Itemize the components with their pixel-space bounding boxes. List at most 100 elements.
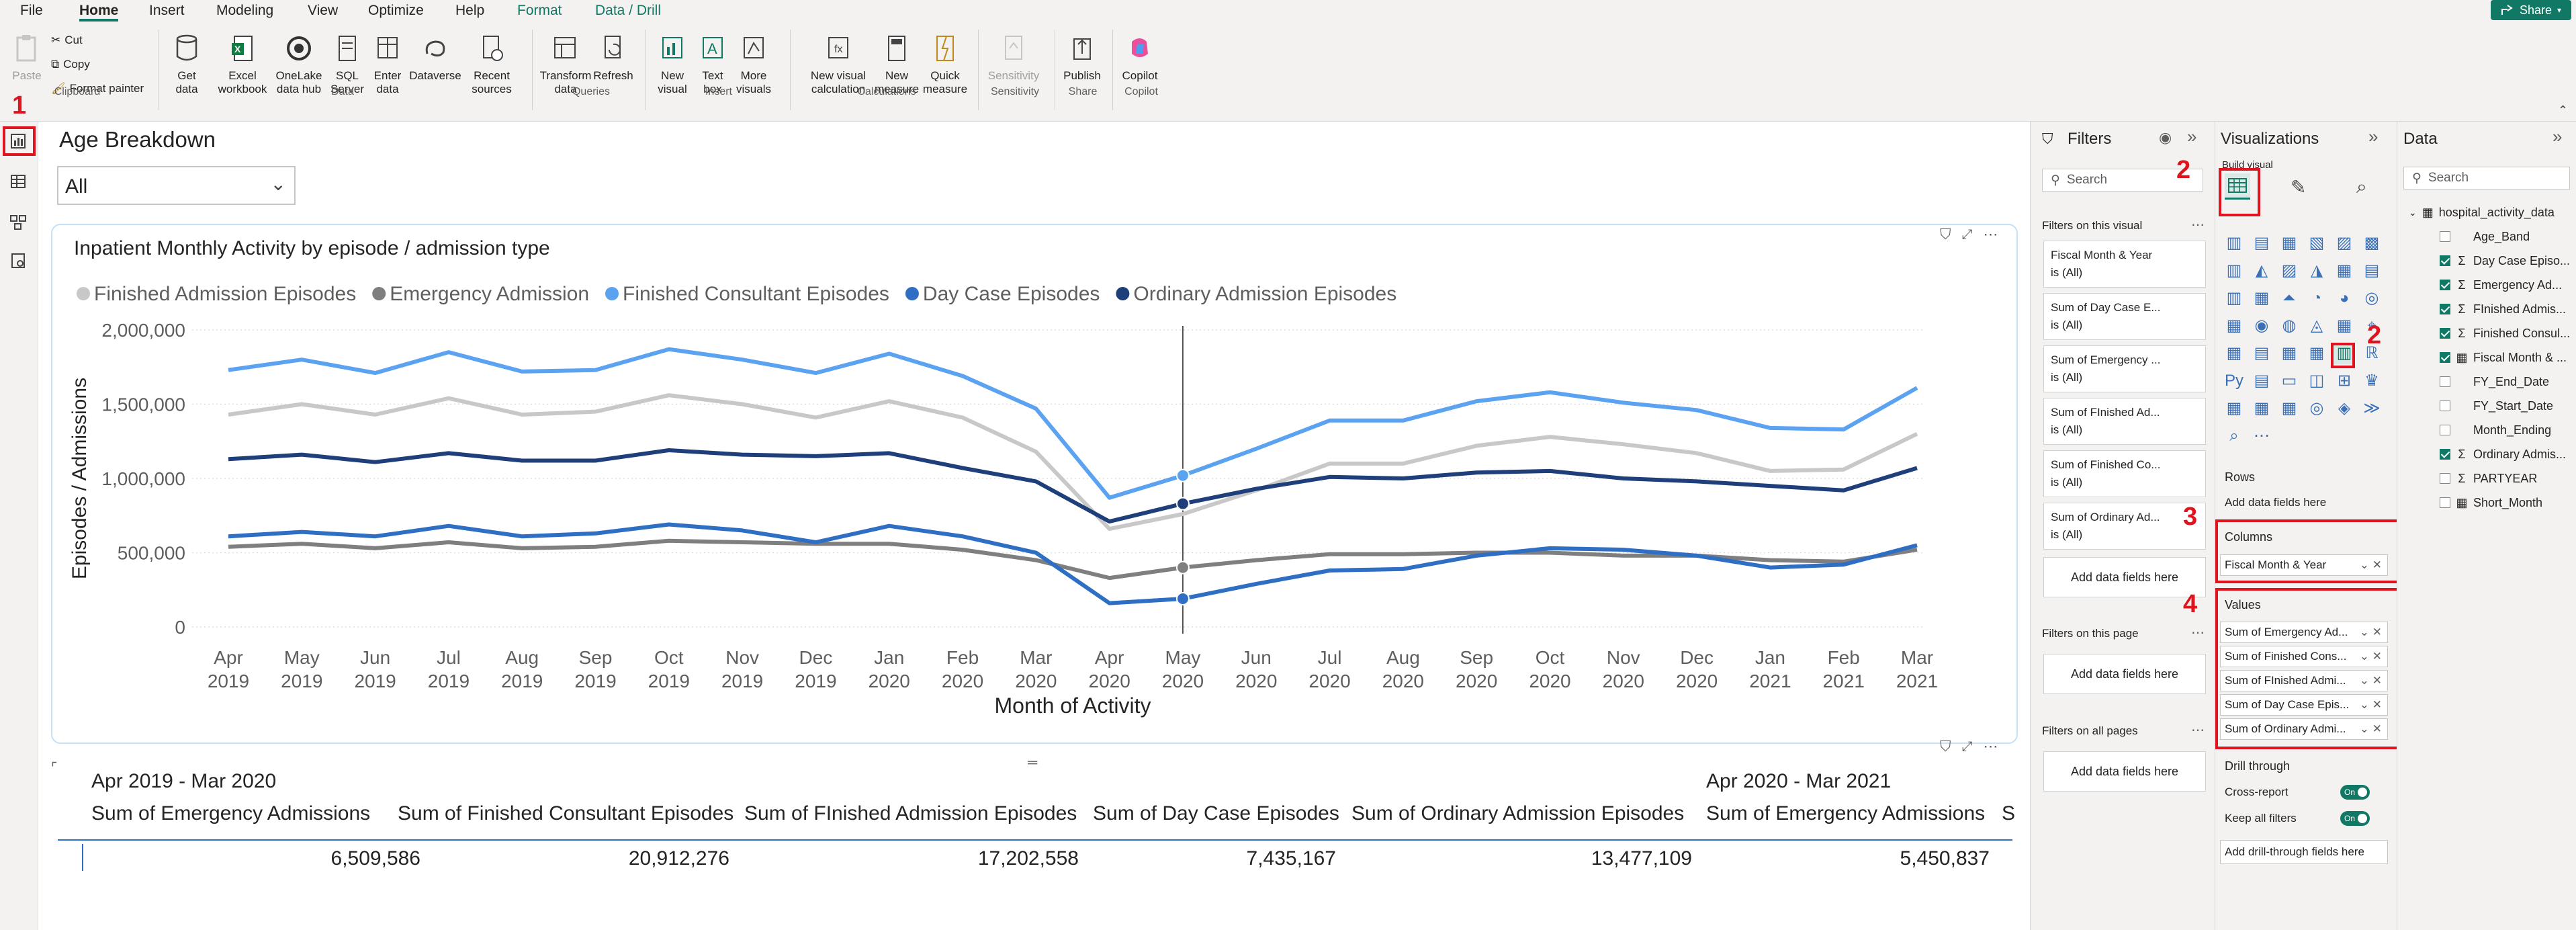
publish-button[interactable]: Publish	[1060, 34, 1104, 83]
enter-data-button[interactable]: Enter data	[369, 34, 406, 96]
clustered-column-visual-icon[interactable]: ▧	[2309, 234, 2325, 252]
copy-button[interactable]: ⧉ Copy	[51, 58, 90, 71]
sql-server-button[interactable]: SQL Server	[328, 34, 367, 96]
data-field-row[interactable]: Age_Band	[2440, 226, 2530, 247]
sensitivity-button[interactable]: Sensitivity	[983, 34, 1044, 83]
table-visual-icon[interactable]: ▦	[2309, 344, 2325, 362]
data-search-input[interactable]: ⚲ Search	[2403, 167, 2570, 189]
gauge-visual-icon[interactable]: ▦	[2336, 316, 2352, 335]
stacked-bar-visual-icon[interactable]: ▥	[2226, 234, 2242, 252]
filled-map-visual-icon[interactable]: ◉	[2254, 316, 2269, 335]
matrix-column-header[interactable]: Sum of Day Case Episodes	[1093, 802, 1339, 825]
slicer-visual-icon[interactable]: ▦	[2281, 344, 2297, 362]
quick-measure-button[interactable]: Quick measure	[922, 34, 969, 96]
matrix-column-header[interactable]: Sum of Emergency Admissions	[1706, 802, 1986, 825]
data-field-row[interactable]: Σ Ordinary Admis...	[2440, 443, 2566, 465]
field-checkbox[interactable]	[2440, 400, 2450, 411]
focus-mode-icon[interactable]: ⤢	[1961, 738, 1973, 754]
chevron-close-icon[interactable]: ⌄ ✕	[2359, 698, 2382, 711]
field-checkbox[interactable]	[2440, 328, 2450, 339]
filter-card[interactable]: Sum of Day Case E... is (All)	[2043, 293, 2206, 340]
chevron-close-icon[interactable]: ⌄ ✕	[2359, 626, 2382, 638]
age-breakdown-slicer-dropdown[interactable]: All ⌄	[57, 166, 296, 205]
dataverse-button[interactable]: Dataverse	[407, 34, 463, 83]
cut-button[interactable]: ✂ Cut	[51, 34, 83, 47]
text-box-button[interactable]: A Text box	[696, 34, 729, 96]
r-visual-visual-icon[interactable]: ℝ	[2365, 344, 2379, 362]
clustered-bar-visual-icon[interactable]: ▦	[2281, 234, 2297, 252]
drag-handle-icon[interactable]: ═	[1028, 755, 1038, 770]
collapse-ribbon-icon[interactable]: ⌃	[2558, 103, 2569, 117]
copilot-button[interactable]: Copilot	[1118, 34, 1162, 83]
field-checkbox[interactable]	[2440, 473, 2450, 484]
eye-icon[interactable]: ◉	[2159, 129, 2172, 146]
menu-tab-format[interactable]: Format	[517, 3, 562, 18]
more-options-icon[interactable]: ⋯	[1983, 226, 1998, 243]
build-visual-tab[interactable]	[2225, 173, 2250, 200]
recent-sources-button[interactable]: Recent sources	[465, 34, 519, 96]
data-field-row[interactable]: Month_Ending	[2440, 419, 2551, 441]
filter-card[interactable]: Sum of Finished Co... is (All)	[2043, 450, 2206, 497]
treemap-visual-icon[interactable]: ◎	[2364, 289, 2379, 307]
filters-search-input[interactable]: ⚲ Search	[2042, 169, 2203, 192]
more-options-icon[interactable]: ⋯	[2191, 723, 2205, 738]
filter-card[interactable]: Sum of Emergency ... is (All)	[2043, 345, 2206, 392]
waterfall-visual-icon[interactable]: ▥	[2226, 289, 2242, 307]
more-a-visual-icon[interactable]: ◈	[2338, 399, 2351, 417]
resize-handle-icon[interactable]: ⌜	[51, 761, 58, 775]
data-field-row[interactable]: FY_Start_Date	[2440, 395, 2553, 417]
add-visual-filter-field[interactable]: Add data fields here	[2043, 557, 2206, 597]
matrix-column-header[interactable]: Sum of FInished Admission Episodes	[744, 802, 1077, 825]
chevron-close-icon[interactable]: ⌄ ✕	[2359, 558, 2382, 571]
paginated-visual-icon[interactable]: ▦	[2226, 399, 2242, 417]
field-checkbox[interactable]	[2440, 352, 2450, 363]
line-chart-visual[interactable]	[51, 224, 2018, 744]
filter-card[interactable]: Sum of Ordinary Ad... is (All)	[2043, 503, 2206, 550]
format-painter-button[interactable]: 🖌 Format painter	[51, 82, 144, 95]
drill-through-dropzone[interactable]: Add drill-through fields here	[2220, 840, 2388, 864]
data-field-row[interactable]: Σ Emergency Ad...	[2440, 274, 2562, 296]
100-column-visual-icon[interactable]: ▩	[2364, 234, 2380, 252]
menu-tab-file[interactable]: File	[20, 3, 43, 18]
card-visual-icon[interactable]: ⌖	[2367, 316, 2377, 335]
area-visual-icon[interactable]: ◭	[2255, 261, 2268, 280]
stacked-column-visual-icon[interactable]: ▤	[2254, 234, 2270, 252]
menu-tab-data-drill[interactable]: Data / Drill	[595, 3, 662, 18]
values-field-pill[interactable]: Sum of Ordinary Admi... ⌄ ✕	[2220, 718, 2388, 740]
power-apps-visual-icon[interactable]: ▦	[2254, 399, 2270, 417]
menu-tab-view[interactable]: View	[308, 3, 339, 18]
data-field-row[interactable]: ▦ Short_Month	[2440, 492, 2542, 513]
more-options-icon[interactable]: ⋯	[2191, 218, 2205, 232]
key-influencers-visual-icon[interactable]: ▤	[2254, 372, 2270, 390]
matrix-column-header[interactable]: Sum of Emergency Admissions	[91, 802, 371, 825]
smart-narrative-visual-icon[interactable]: ⊞	[2337, 372, 2352, 390]
new-visual-button[interactable]: New visual	[650, 34, 695, 96]
data-field-row[interactable]: Σ Day Case Episo...	[2440, 250, 2570, 271]
data-field-row[interactable]: Σ FInished Admis...	[2440, 298, 2566, 320]
matrix-column-header[interactable]: S	[2002, 802, 2016, 825]
field-checkbox[interactable]	[2440, 425, 2450, 435]
field-checkbox[interactable]	[2440, 231, 2450, 242]
new-visual-calculation-button[interactable]: fx New visual calculation	[803, 34, 873, 96]
values-field-pill[interactable]: Sum of Finished Cons... ⌄ ✕	[2220, 646, 2388, 667]
line-clustered-visual-icon[interactable]: ▦	[2336, 261, 2352, 280]
field-checkbox[interactable]	[2440, 376, 2450, 387]
excel-workbook-button[interactable]: X Excel workbook	[214, 34, 271, 96]
data-field-row[interactable]: ▦ Fiscal Month & ...	[2440, 347, 2567, 368]
line-column-visual-icon[interactable]: ◮	[2310, 261, 2323, 280]
kpi-visual-icon[interactable]: ▤	[2254, 344, 2270, 362]
filter-card[interactable]: Fiscal Month & Year is (All)	[2043, 241, 2206, 288]
values-field-pill[interactable]: Sum of Emergency Ad... ⌄ ✕	[2220, 622, 2388, 643]
collapse-pane-icon[interactable]: »	[2552, 126, 2563, 146]
data-table-node[interactable]: ⌄ ▦ hospital_activity_data	[2409, 202, 2555, 223]
more-options-icon[interactable]: ⋯	[2191, 626, 2205, 640]
data-field-row[interactable]: Σ Finished Consul...	[2440, 323, 2570, 344]
field-checkbox[interactable]	[2440, 280, 2450, 290]
filter-icon[interactable]: ⛉	[1940, 738, 1951, 755]
more-options-icon[interactable]: ⋯	[1983, 738, 1998, 755]
python-visual-icon[interactable]: Py	[2224, 372, 2244, 390]
values-field-pill[interactable]: Sum of FInished Admi... ⌄ ✕	[2220, 670, 2388, 691]
menu-tab-insert[interactable]: Insert	[149, 3, 185, 18]
more-visuals-button[interactable]: More visuals	[729, 34, 778, 96]
values-field-pill[interactable]: Sum of Day Case Epis... ⌄ ✕	[2220, 694, 2388, 716]
